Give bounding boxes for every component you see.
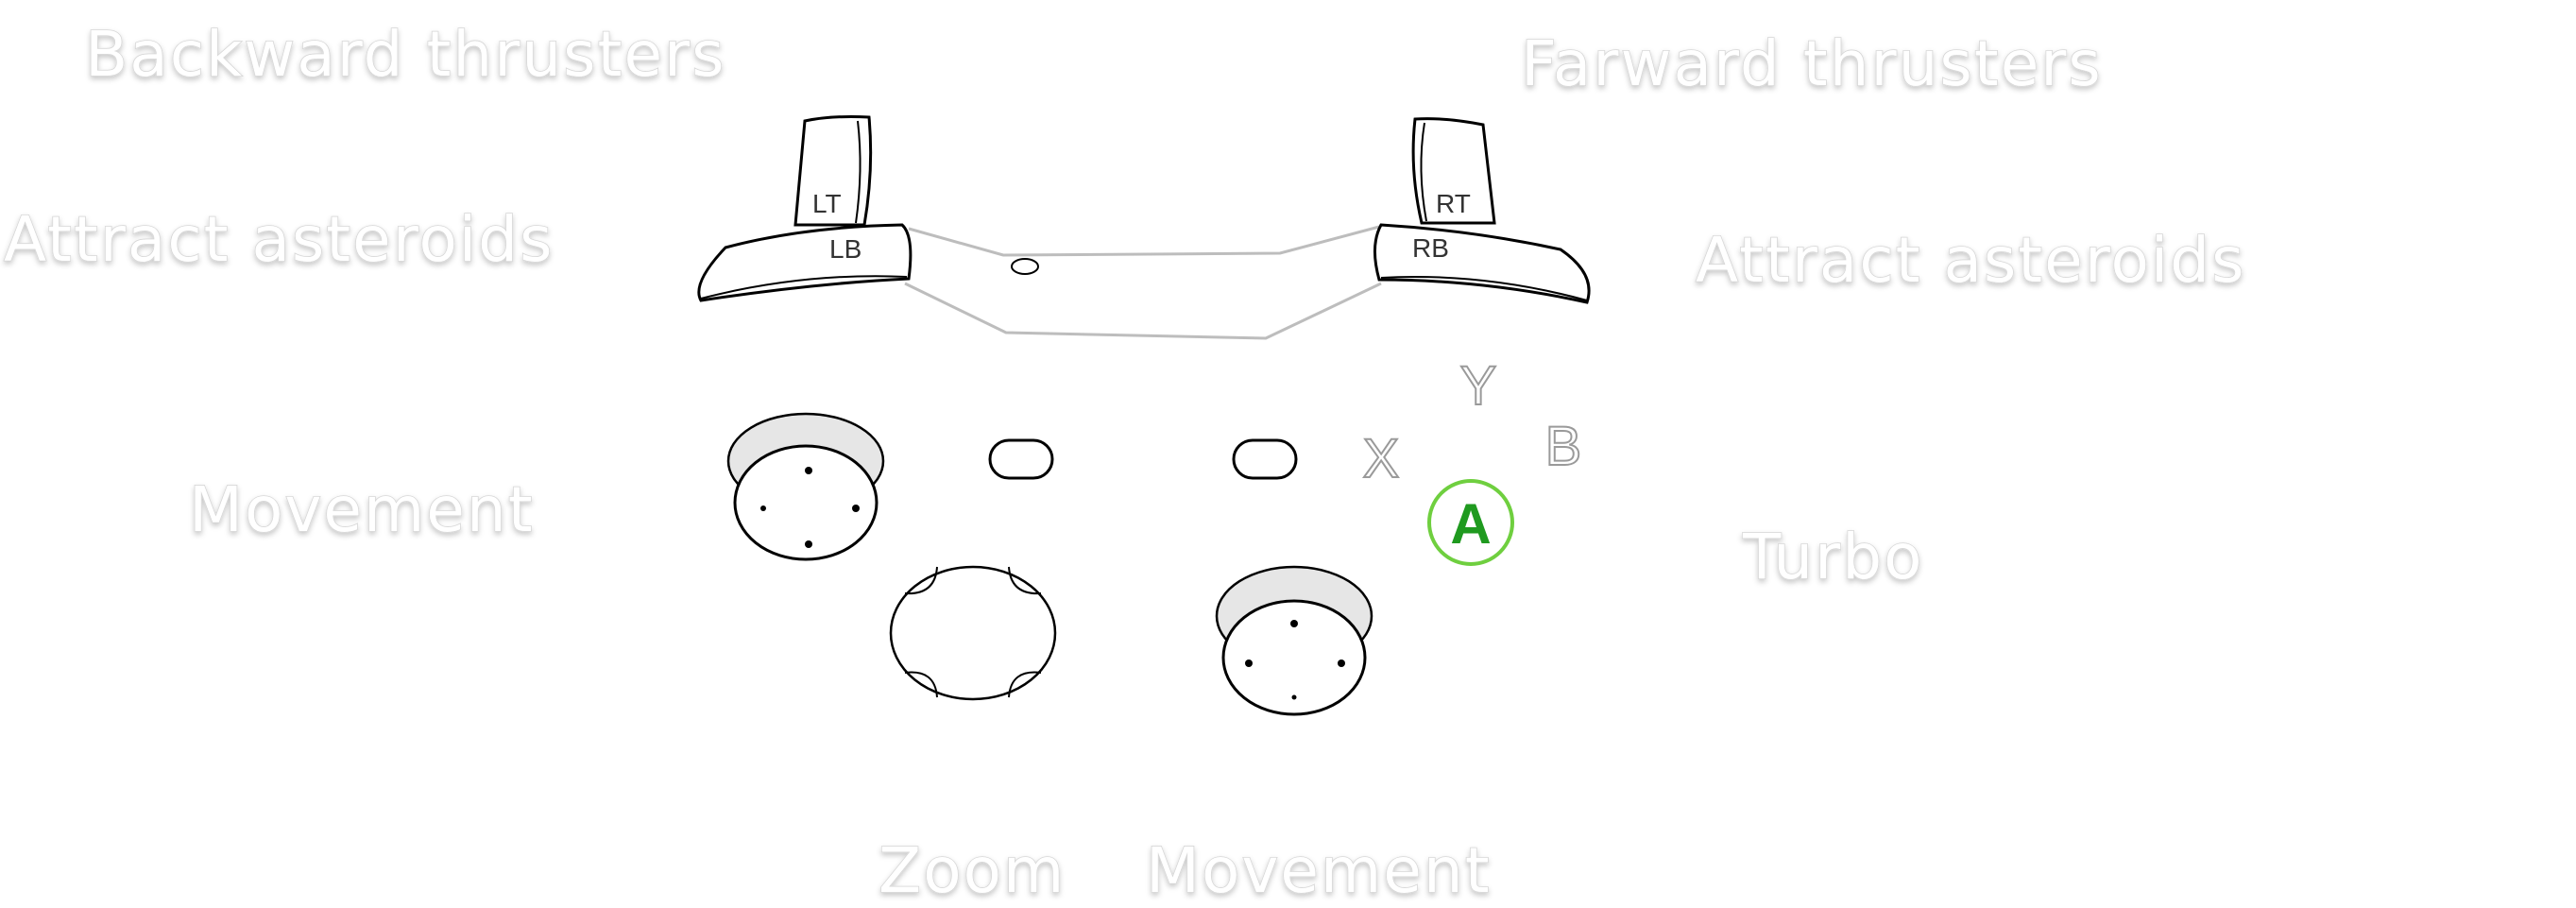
y-button[interactable]: Y <box>1459 354 1498 418</box>
view-button[interactable] <box>988 438 1054 480</box>
lb-action-label: Attract asteroids <box>4 203 554 276</box>
a-button-action-label: Turbo <box>1742 521 1924 593</box>
left-stick[interactable] <box>726 412 885 561</box>
left-trigger[interactable]: LT <box>793 115 873 227</box>
right-stick[interactable] <box>1215 565 1373 716</box>
lb-button-label: LB <box>829 234 862 264</box>
a-button-label: A <box>1450 492 1491 556</box>
b-button[interactable]: B <box>1544 415 1583 478</box>
a-button[interactable]: A <box>1427 479 1514 566</box>
rt-button-label: RT <box>1436 189 1471 218</box>
lt-button-label: LT <box>812 189 842 218</box>
dpad-action-label: Zoom <box>879 834 1066 907</box>
right-stick-action-label: Movement <box>1146 834 1492 907</box>
rb-action-label: Attract asteroids <box>1696 224 2245 297</box>
rb-button-label: RB <box>1412 233 1449 263</box>
right-trigger[interactable]: RT <box>1411 117 1496 225</box>
dpad[interactable] <box>889 565 1057 701</box>
right-bumper[interactable]: RB <box>1373 223 1591 304</box>
rt-action-label: Farward thrusters <box>1521 27 2103 100</box>
controller-body <box>904 225 1382 340</box>
menu-button[interactable] <box>1232 438 1298 480</box>
x-button[interactable]: X <box>1362 427 1401 490</box>
lt-action-label: Backward thrusters <box>85 18 726 91</box>
sync-button[interactable] <box>1011 258 1039 275</box>
left-stick-action-label: Movement <box>189 473 535 546</box>
left-bumper[interactable]: LB <box>697 223 913 302</box>
